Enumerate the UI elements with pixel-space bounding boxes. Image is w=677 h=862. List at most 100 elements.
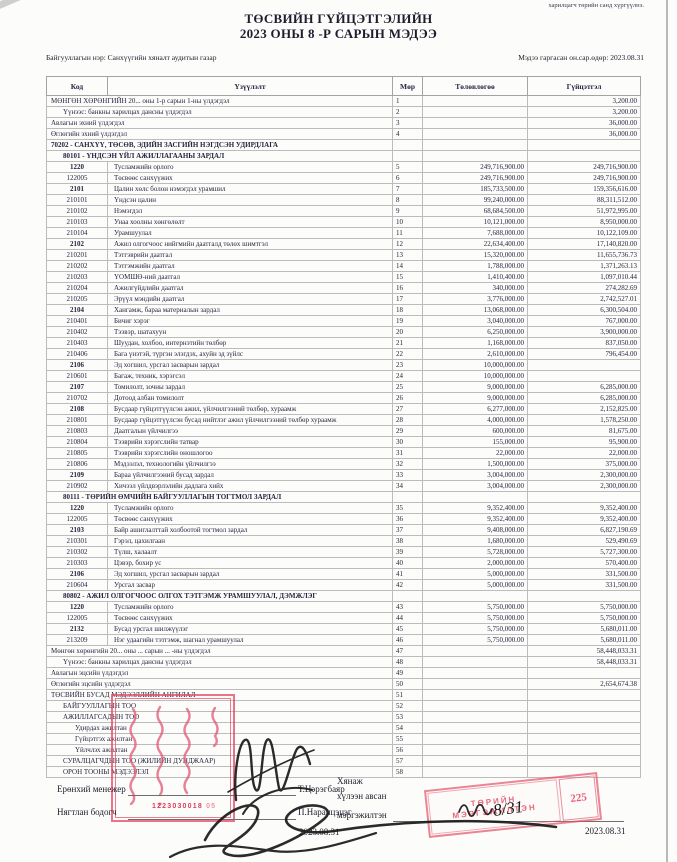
- accountant-signature-line: [128, 819, 296, 820]
- cell-plan: [422, 689, 528, 701]
- cell-plan: 13,068,000.00: [422, 304, 528, 316]
- cell-actual: 17,140,820.00: [527, 238, 641, 250]
- table-row: Үүнээс: банкны харилцах дансны үлдэгдэл 2…: [46, 106, 641, 118]
- cell-row-number: 7: [392, 183, 423, 195]
- cell-actual: 2,300,000.00: [527, 480, 641, 492]
- cell-actual: [527, 150, 641, 162]
- cell-indicator: Бусад урсгал шилжүүлэг: [107, 623, 393, 635]
- table-row: 210303 Цэвэр, бохир ус 40 2,000,000.00 570,4…: [46, 557, 641, 569]
- cell-actual: 2,300,000.00: [527, 469, 641, 481]
- cell-actual: 8,950,000.00: [527, 216, 641, 228]
- cell-plan: 9,000,000.00: [422, 392, 528, 404]
- cell-plan: 6,277,000.00: [422, 403, 528, 415]
- cell-row-number: 19: [392, 315, 423, 327]
- table-row: 2106 Эд хогшил, урсгал засварын зардал 23 1…: [46, 359, 641, 371]
- cell-code: 122005: [46, 612, 108, 624]
- cell-actual: 3,900,000.00: [527, 326, 641, 338]
- cell-indicator: Эд хогшил, урсгал засварын зардал: [107, 359, 393, 371]
- cell-plan: [422, 766, 528, 778]
- cell-plan: 4,000,000.00: [422, 414, 528, 426]
- cell-actual: [527, 370, 641, 382]
- table-row: 210401 Бичиг хэрэг 19 3,040,000.00 767,000.0…: [46, 315, 641, 327]
- seal-inner-border: [115, 698, 231, 818]
- cell-actual: 529,490.69: [527, 535, 641, 547]
- table-row: 210806 Мэдээлэл, технологийн үйлчилгээ 32 1…: [46, 458, 641, 470]
- cell-actual: [527, 689, 641, 701]
- cell-code: 2109: [46, 469, 108, 481]
- gm-signature-line: [128, 795, 296, 796]
- cell-plan: 5,000,000.00: [422, 568, 528, 580]
- table-row: 210902 Хичээл үйлдвэрлэлийн дадлага хийх 3…: [46, 480, 641, 492]
- cell-indicator: Дотоод албан томилолт: [107, 392, 393, 404]
- report-table-header: Код Үзүүлэлт Мөр Төлөвлөгөө Гүйцэтгэл: [46, 76, 641, 96]
- cell-indicator: 80111 - ТӨРИЙН ӨМЧИЙН БАЙГУУЛЛАГЫН ТОГТМ…: [46, 491, 393, 503]
- cell-plan: 1,788,000.00: [422, 260, 528, 272]
- table-row: 210201 Тэтгэврийн даатгал 13 15,320,000.00 1…: [46, 249, 641, 261]
- cell-row-number: 3: [392, 117, 423, 129]
- cell-plan: 9,352,400.00: [422, 502, 528, 514]
- left-date: 2023.08.31: [299, 827, 340, 837]
- cell-row-number: 43: [392, 601, 423, 613]
- page-title-line1: ТӨСВИЙН ГҮЙЦЭТГЭЛИЙН: [244, 11, 433, 26]
- report-table-body: МӨНГӨН ХӨРӨНГИЙН 20... оны 1-р сарын 1-н…: [46, 95, 641, 778]
- table-row: 2104 Хангамж, бараа материалын зардал 18 13…: [46, 304, 641, 316]
- cell-plan: [422, 722, 528, 734]
- cell-indicator: Хангамж, бараа материалын зардал: [107, 304, 393, 316]
- cell-indicator: Унаа хоолны хөнгөлөлт: [107, 216, 393, 228]
- cell-code: 210406: [46, 348, 108, 360]
- cell-code: 210204: [46, 282, 108, 294]
- cell-code: 1220: [46, 502, 108, 514]
- cell-indicator: 80101 - ҮНДСЭН ҮЙЛ АЖИЛЛАГААНЫ ЗАРДАЛ: [46, 150, 393, 162]
- cell-row-number: 52: [392, 700, 423, 712]
- cell-code: 1220: [46, 601, 108, 613]
- cell-actual: 249,716,900.00: [527, 161, 641, 173]
- cell-actual: 5,727,300.00: [527, 546, 641, 558]
- table-row: 210403 Шуудан, холбоо, интернэтийн төлбөр…: [46, 337, 641, 349]
- cell-plan: 600,000.00: [422, 425, 528, 437]
- cell-code: 210801: [46, 414, 108, 426]
- cell-indicator: Эрүүл мэндийн даатгал: [107, 293, 393, 305]
- page-title-line2: 2023 ОНЫ 8 -Р САРЫН МЭДЭЭ: [239, 26, 438, 41]
- cell-actual: 570,400.00: [527, 557, 641, 569]
- cell-code: 210101: [46, 194, 108, 206]
- cell-actual: 6,285,000.00: [527, 381, 641, 393]
- table-row: Үүнээс: банкны харилцах дансны үлдэгдэл 4…: [46, 656, 641, 668]
- cell-plan: 99,240,000.00: [422, 194, 528, 206]
- cell-code: 210302: [46, 546, 108, 558]
- cell-plan: 15,320,000.00: [422, 249, 528, 261]
- cell-plan: 10,000,000.00: [422, 359, 528, 371]
- cell-code: 210104: [46, 227, 108, 239]
- table-row: 210604 Урсгал засвар 42 5,000,000.00 331,500…: [46, 579, 641, 591]
- cell-indicator: ҮОМШӨ-ний даатгал: [107, 271, 393, 283]
- cell-row-number: 42: [392, 579, 423, 591]
- table-row: 210103 Унаа хоолны хөнгөлөлт 10 10,121,000.…: [46, 216, 641, 228]
- cell-row-number: 37: [392, 524, 423, 536]
- cell-plan: 1,168,000.00: [422, 337, 528, 349]
- cell-actual: [527, 711, 641, 723]
- cell-actual: 10,122,109.00: [527, 227, 641, 239]
- cell-plan: 68,684,500.00: [422, 205, 528, 217]
- cell-code: 210203: [46, 271, 108, 283]
- cell-row-number: 13: [392, 249, 423, 261]
- cell-row-number: 58: [392, 766, 423, 778]
- right-date: 2023.08.31: [585, 826, 626, 836]
- cell-actual: 249,716,900.00: [527, 172, 641, 184]
- cell-indicator: Тээвэр, шатахуун: [107, 326, 393, 338]
- cell-code: 210205: [46, 293, 108, 305]
- cell-code: 210401: [46, 315, 108, 327]
- cell-row-number: 33: [392, 469, 423, 481]
- cell-actual: 6,285,000.00: [527, 392, 641, 404]
- cell-plan: [422, 667, 528, 679]
- cell-plan: 10,000,000.00: [422, 370, 528, 382]
- cell-plan: 6,250,000.00: [422, 326, 528, 338]
- cell-plan: [422, 491, 528, 503]
- cell-code: 210103: [46, 216, 108, 228]
- cell-actual: 3,200.00: [527, 106, 641, 118]
- cell-indicator: Томилолт, зочны зардал: [107, 381, 393, 393]
- cell-indicator: Үүнээс: банкны харилцах дансны үлдэгдэл: [46, 106, 393, 118]
- cell-row-number: 24: [392, 370, 423, 382]
- cell-actual: 5,680,011.00: [527, 634, 641, 646]
- cell-row-number: 8: [392, 194, 423, 206]
- cell-actual: 9,352,400.00: [527, 513, 641, 525]
- cell-indicator: Ажилгүйдлийн даатгал: [107, 282, 393, 294]
